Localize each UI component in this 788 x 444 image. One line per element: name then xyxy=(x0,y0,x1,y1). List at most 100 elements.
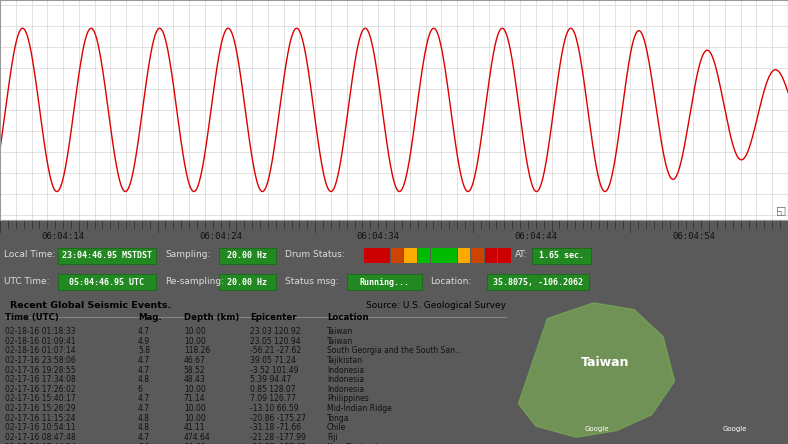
Bar xyxy=(487,274,589,290)
Text: 4.7: 4.7 xyxy=(138,404,150,413)
Text: New Zealand: New Zealand xyxy=(327,443,377,444)
Text: 4.7: 4.7 xyxy=(138,356,150,365)
Bar xyxy=(404,248,417,263)
Text: ◱: ◱ xyxy=(776,206,786,215)
Text: 474.64: 474.64 xyxy=(184,433,210,442)
Text: Re-sampling:: Re-sampling: xyxy=(165,277,225,285)
Text: -3.52 101.49: -3.52 101.49 xyxy=(251,366,299,375)
Bar xyxy=(219,248,276,264)
Text: -31.18 -71.66: -31.18 -71.66 xyxy=(251,423,301,432)
Text: 02-17-16 11:15:24: 02-17-16 11:15:24 xyxy=(5,414,76,423)
Text: 4.7: 4.7 xyxy=(138,394,150,404)
Text: 02-18-16 01:09:41: 02-18-16 01:09:41 xyxy=(5,337,76,346)
Text: Indonesia: Indonesia xyxy=(327,375,364,384)
Text: Google: Google xyxy=(584,426,609,432)
Bar xyxy=(219,274,276,290)
Text: 10.00: 10.00 xyxy=(184,443,206,444)
Text: 20.00 Hz: 20.00 Hz xyxy=(228,278,267,287)
Text: Mag.: Mag. xyxy=(138,313,162,322)
Bar xyxy=(364,248,377,263)
Text: 05:04:46.95 UTC: 05:04:46.95 UTC xyxy=(69,278,144,287)
Text: Recent Global Seismic Events.: Recent Global Seismic Events. xyxy=(10,301,172,309)
Text: 4.7: 4.7 xyxy=(138,327,150,336)
Text: 5.8: 5.8 xyxy=(138,346,150,355)
Bar xyxy=(485,248,497,263)
Bar xyxy=(418,248,430,263)
Text: 4.7: 4.7 xyxy=(138,433,150,442)
Text: Running...: Running... xyxy=(359,278,409,287)
Bar xyxy=(431,248,444,263)
Bar xyxy=(498,248,511,263)
Text: -56.21 -27.62: -56.21 -27.62 xyxy=(251,346,301,355)
Text: 4.8: 4.8 xyxy=(138,375,150,384)
Text: 35.8075, -106.2062: 35.8075, -106.2062 xyxy=(493,278,583,287)
Text: 02-18-16 01:07:14: 02-18-16 01:07:14 xyxy=(5,346,76,355)
Text: 02-17-16 17:34:08: 02-17-16 17:34:08 xyxy=(5,375,76,384)
Text: Local Time:: Local Time: xyxy=(4,250,55,259)
Text: 02-17-16 07:44:24: 02-17-16 07:44:24 xyxy=(5,443,76,444)
Text: 5.39 94.47: 5.39 94.47 xyxy=(251,375,292,384)
Bar xyxy=(58,274,156,290)
Text: 06:04:44: 06:04:44 xyxy=(515,231,557,241)
Text: 20.00 Hz: 20.00 Hz xyxy=(228,251,267,260)
Text: Epicenter: Epicenter xyxy=(251,313,297,322)
Bar xyxy=(58,248,156,264)
Text: Drum Status:: Drum Status: xyxy=(285,250,345,259)
Bar xyxy=(532,248,591,264)
Text: Taiwan: Taiwan xyxy=(581,356,630,369)
Text: 48.43: 48.43 xyxy=(184,375,206,384)
Text: 02-17-16 08:47:48: 02-17-16 08:47:48 xyxy=(5,433,76,442)
Text: Location:: Location: xyxy=(430,277,471,285)
Text: -30.55 -177.62: -30.55 -177.62 xyxy=(251,443,307,444)
Text: UTC Time:: UTC Time: xyxy=(4,277,50,285)
Text: AT:: AT: xyxy=(515,250,528,259)
Text: Depth (km): Depth (km) xyxy=(184,313,239,322)
Text: 7.09 126.77: 7.09 126.77 xyxy=(251,394,296,404)
Text: 02-17-16 17:26:02: 02-17-16 17:26:02 xyxy=(5,385,76,394)
Text: Mid-Indian Ridge: Mid-Indian Ridge xyxy=(327,404,392,413)
Text: -20.86 -175.27: -20.86 -175.27 xyxy=(251,414,307,423)
Text: Status msg:: Status msg: xyxy=(285,277,339,285)
Text: Location: Location xyxy=(327,313,369,322)
Text: 58.52: 58.52 xyxy=(184,366,206,375)
Text: 02-17-16 23:58:06: 02-17-16 23:58:06 xyxy=(5,356,76,365)
Text: 23.03 120.92: 23.03 120.92 xyxy=(251,327,301,336)
Text: 10.00: 10.00 xyxy=(184,414,206,423)
Text: Indonesia: Indonesia xyxy=(327,385,364,394)
Text: 6: 6 xyxy=(138,385,143,394)
Text: 06:04:54: 06:04:54 xyxy=(672,231,715,241)
Bar xyxy=(444,248,457,263)
Text: 46.67: 46.67 xyxy=(184,356,206,365)
Text: Tonga: Tonga xyxy=(327,414,349,423)
Text: Chile: Chile xyxy=(327,423,346,432)
Text: 4.9: 4.9 xyxy=(138,337,150,346)
Text: -21.28 -177.99: -21.28 -177.99 xyxy=(251,433,306,442)
Text: 23:04:46.95 MSTDST: 23:04:46.95 MSTDST xyxy=(61,251,152,260)
Bar xyxy=(347,274,422,290)
Text: 10.00: 10.00 xyxy=(184,404,206,413)
Text: 02-17-16 10:54:11: 02-17-16 10:54:11 xyxy=(5,423,76,432)
Text: 10.00: 10.00 xyxy=(184,327,206,336)
Text: Sampling:: Sampling: xyxy=(165,250,211,259)
Text: Fiji: Fiji xyxy=(327,433,337,442)
Polygon shape xyxy=(519,303,675,437)
Text: 71.14: 71.14 xyxy=(184,394,206,404)
Text: 41.11: 41.11 xyxy=(184,423,206,432)
Text: Taiwan: Taiwan xyxy=(327,327,353,336)
Text: 02-17-16 15:40:17: 02-17-16 15:40:17 xyxy=(5,394,76,404)
Text: Time (UTC): Time (UTC) xyxy=(5,313,59,322)
Text: Source: U.S. Geological Survey: Source: U.S. Geological Survey xyxy=(366,301,506,309)
Text: Tajikistan: Tajikistan xyxy=(327,356,363,365)
Text: Indonesia: Indonesia xyxy=(327,366,364,375)
Text: 02-18-16 01:18:33: 02-18-16 01:18:33 xyxy=(5,327,76,336)
Text: South Georgia and the South San...: South Georgia and the South San... xyxy=(327,346,462,355)
Bar xyxy=(391,248,403,263)
Text: 4.8: 4.8 xyxy=(138,414,150,423)
Text: 5.1: 5.1 xyxy=(138,443,150,444)
Bar xyxy=(377,248,390,263)
Text: 06:04:34: 06:04:34 xyxy=(357,231,400,241)
Text: 10.00: 10.00 xyxy=(184,337,206,346)
Text: 06:04:14: 06:04:14 xyxy=(42,231,84,241)
Text: 10.00: 10.00 xyxy=(184,385,206,394)
Text: Google: Google xyxy=(723,426,748,432)
